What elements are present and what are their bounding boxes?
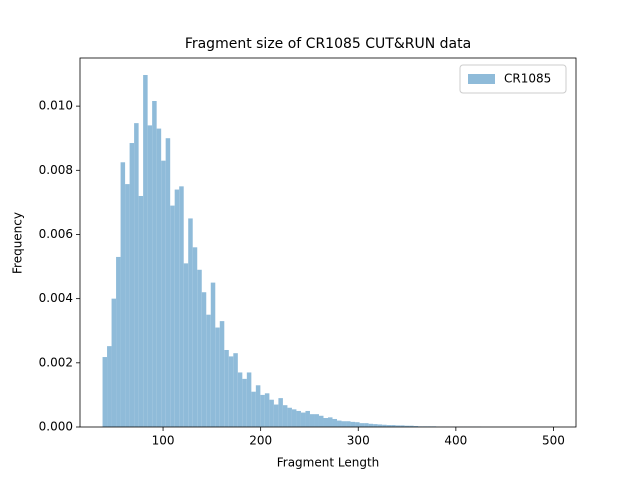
bar [350,421,356,427]
bar [409,425,414,427]
bar [183,263,189,427]
bar [215,327,220,427]
bar [129,143,135,427]
bar [242,378,247,427]
bar [377,424,383,427]
bar [341,421,347,427]
bar [201,292,207,427]
bar [332,418,338,427]
bar [364,423,369,427]
bar [278,398,283,427]
legend-box [459,64,567,94]
bar [300,412,306,427]
bar [264,393,270,427]
bar [237,372,243,427]
x-tick-label: 500 [542,434,565,448]
bar [233,353,238,427]
bar [210,282,216,427]
bar [116,256,121,427]
bar [309,414,315,427]
bar [134,123,139,427]
bar [413,426,419,427]
y-tick-label: 0.006 [39,227,73,241]
bar [291,409,297,427]
bar [255,385,261,427]
bar [224,349,229,427]
bar [323,418,328,427]
bar [120,162,126,428]
y-axis-label: Frequency [11,212,25,274]
bar [296,410,301,427]
bar [161,160,166,427]
bar [170,205,175,427]
bar [386,425,392,427]
bar [282,405,288,427]
bar [165,138,171,427]
bar [404,425,410,427]
bar [179,186,184,427]
x-tick-label: 400 [444,434,467,448]
bar [143,75,148,427]
y-tick-label: 0.000 [39,420,73,434]
bar [287,407,292,427]
bar [206,314,211,427]
x-tick-label: 300 [347,434,370,448]
bar [355,422,360,427]
y-tick-label: 0.004 [39,291,73,305]
bar [174,189,180,427]
plot-frame [79,57,577,428]
bar [368,423,374,427]
bar [156,128,162,427]
bar [260,394,265,427]
bar [346,421,351,427]
bar [192,247,198,427]
bar [111,298,117,427]
bar [359,423,365,427]
bar [251,391,256,427]
bar [305,410,310,427]
bar [125,184,130,427]
bar [382,424,387,427]
x-axis-label: Fragment Length [277,456,380,470]
bar [228,356,234,427]
y-tick-label: 0.010 [39,99,73,113]
bar [107,346,112,427]
legend-swatch [468,74,495,84]
bar [188,218,193,427]
chart-title: Fragment size of CR1085 CUT&RUN data [185,36,471,52]
bar [318,415,324,427]
bar [102,357,108,427]
bar [395,425,401,427]
bar [314,414,319,427]
bar [197,269,202,427]
bar [246,372,252,427]
bar [152,100,157,427]
bar [391,425,396,427]
x-tick-label: 200 [249,434,272,448]
y-tick-label: 0.002 [39,355,73,369]
y-tick-label: 0.008 [39,163,73,177]
bar [328,417,333,427]
bar [373,424,378,427]
legend-label: CR1085 [504,72,551,86]
bar [337,420,342,427]
bar [138,195,144,427]
bar [273,404,279,427]
bar [269,399,274,427]
x-tick-label: 100 [152,434,175,448]
bar [219,321,225,427]
bar [147,125,153,428]
bar [400,425,405,427]
